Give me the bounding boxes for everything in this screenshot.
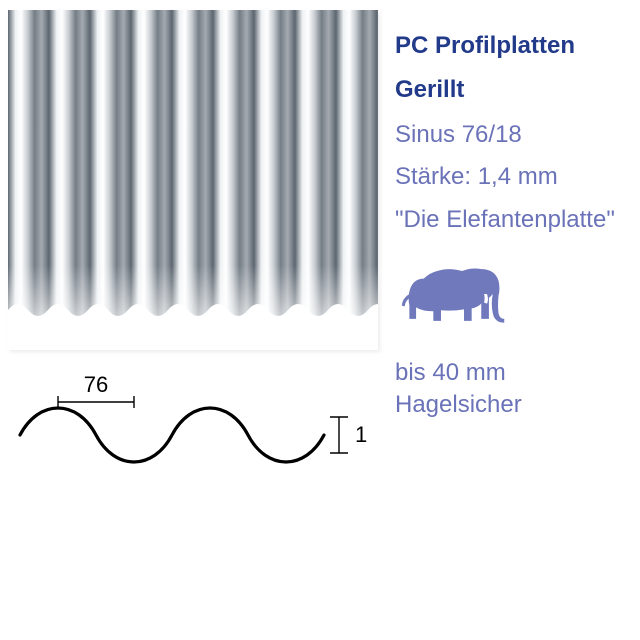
product-nickname: "Die Elefantenplatte" (395, 204, 630, 236)
corrugated-sheet-svg (8, 10, 378, 350)
dim-height-label: 18 (355, 422, 368, 447)
elephant-icon (395, 254, 630, 339)
wave-path (20, 408, 324, 462)
hagel-spec: bis 40 mm Hagelsicher (395, 357, 630, 422)
left-column: 76 18 (0, 0, 380, 640)
product-title-line1: PC Profilplatten (395, 30, 630, 62)
profile-diagram: 76 18 (8, 370, 368, 480)
spec-profile: Sinus 76/18 (395, 119, 630, 151)
spec-thickness: Stärke: 1,4 mm (395, 161, 630, 193)
right-column: PC Profilplatten Gerillt Sinus 76/18 Stä… (380, 0, 640, 640)
dim-period-label: 76 (84, 372, 108, 397)
product-title-line2: Gerillt (395, 74, 630, 106)
product-photo (8, 10, 378, 350)
profile-diagram-svg: 76 18 (8, 370, 368, 490)
